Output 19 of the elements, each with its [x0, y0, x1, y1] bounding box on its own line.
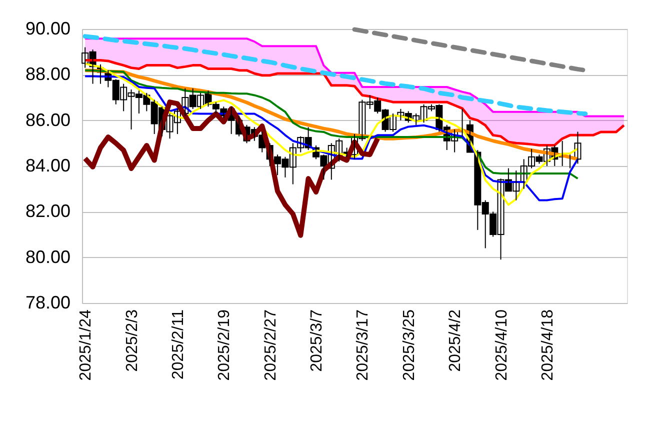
line-series — [352, 27, 588, 73]
y-tick-label: 90.00 — [25, 18, 70, 38]
y-tick-label: 86.00 — [25, 110, 70, 130]
x-tick-label: 2025/3/25 — [400, 309, 418, 381]
x-tick-label: 2025/2/3 — [124, 309, 141, 372]
x-tick-label: 2025/4/10 — [493, 309, 510, 381]
y-tick-label: 84.00 — [25, 156, 70, 176]
x-tick-label: 2025/4/18 — [539, 309, 556, 381]
x-tick-label: 2025/2/19 — [216, 309, 234, 381]
y-tick-label: 78.00 — [25, 292, 70, 312]
x-tick-label: 2025/4/2 — [447, 309, 464, 372]
y-tick-label: 80.00 — [25, 246, 70, 267]
x-tick-label: 2025/2/27 — [262, 309, 280, 381]
y-tick-label: 88.00 — [25, 64, 70, 84]
x-tick-label: 2025/2/11 — [170, 309, 187, 380]
x-tick-label: 2025/1/24 — [78, 309, 95, 381]
y-tick-label: 82.00 — [25, 201, 70, 222]
x-tick-label: 2025/3/7 — [308, 309, 326, 372]
x-tick-label: 2025/3/17 — [354, 309, 372, 381]
